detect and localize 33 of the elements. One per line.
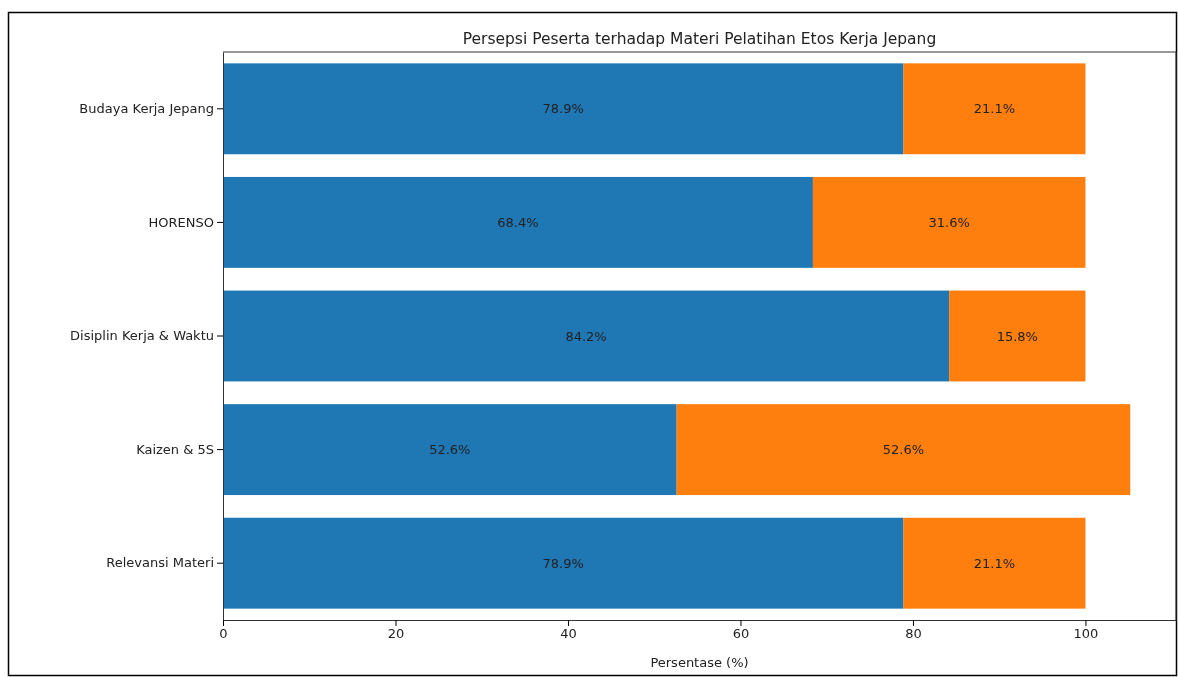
data-label: 84.2% <box>565 328 607 344</box>
x-tick-label: 40 <box>560 626 577 642</box>
chart-title: Persepsi Peserta terhadap Materi Pelatihan Etos Kerja Jepang <box>462 30 937 48</box>
data-label: 52.6% <box>429 442 471 458</box>
data-label: 52.6% <box>882 442 925 458</box>
bar <box>223 63 904 155</box>
bar <box>903 63 1086 155</box>
bar <box>223 290 950 382</box>
y-tick-label: Disiplin Kerja & Waktu <box>70 328 214 344</box>
y-tick-label: Budaya Kerja Jepang <box>79 100 214 116</box>
data-label: 21.1% <box>973 101 1016 117</box>
x-axis-title: Persentase (%) <box>650 655 749 670</box>
bar <box>223 517 904 609</box>
data-label: 15.8% <box>996 328 1038 344</box>
bar <box>223 404 677 496</box>
bar <box>949 290 1086 382</box>
y-tick-label: Relevansi Materi <box>106 555 214 571</box>
y-tick-label: Kaizen & 5S <box>136 441 214 457</box>
y-tick-label: HORENSO <box>148 214 214 230</box>
x-tick-label: 100 <box>1073 626 1099 642</box>
x-tick-label: 0 <box>219 626 228 642</box>
data-label: 78.9% <box>542 101 584 117</box>
data-label: 68.4% <box>497 214 539 230</box>
bar <box>223 176 813 268</box>
data-label: 21.1% <box>973 555 1016 571</box>
bar <box>676 404 1131 496</box>
x-tick-label: 20 <box>387 626 405 642</box>
data-label: 31.6% <box>928 214 970 230</box>
bar <box>903 517 1086 609</box>
bar <box>812 176 1086 268</box>
x-tick-label: 80 <box>905 626 922 642</box>
data-label: 78.9% <box>542 555 584 571</box>
x-tick-label: 60 <box>732 626 750 642</box>
